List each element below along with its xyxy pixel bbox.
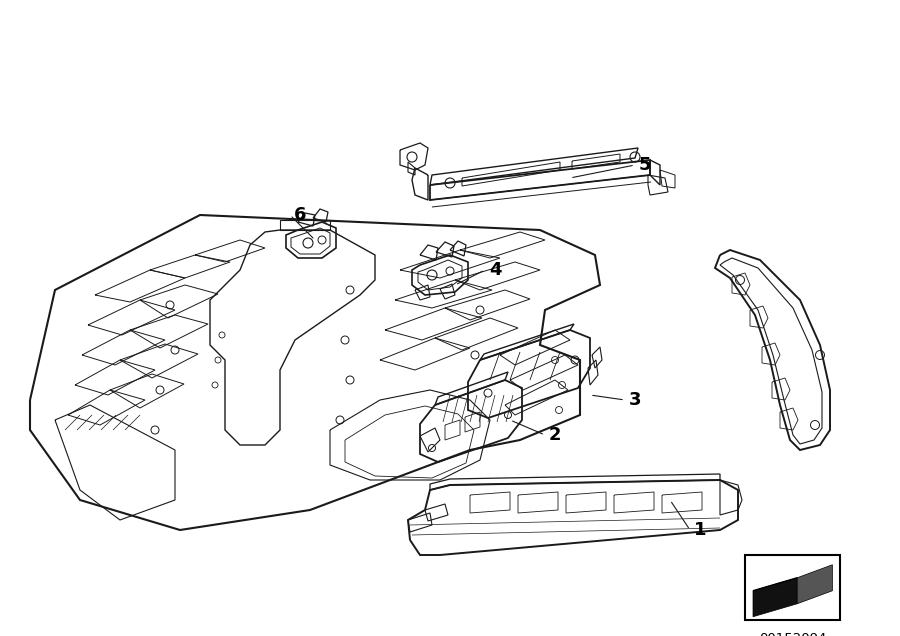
- Text: 00152094: 00152094: [759, 632, 826, 636]
- Text: 3: 3: [629, 391, 641, 409]
- Text: 5: 5: [639, 156, 652, 174]
- Bar: [745, 555, 840, 620]
- Text: 6: 6: [293, 206, 306, 224]
- Text: 2: 2: [549, 426, 562, 444]
- Text: 4: 4: [489, 261, 501, 279]
- Polygon shape: [753, 577, 797, 617]
- Text: 1: 1: [694, 521, 706, 539]
- Polygon shape: [797, 565, 832, 604]
